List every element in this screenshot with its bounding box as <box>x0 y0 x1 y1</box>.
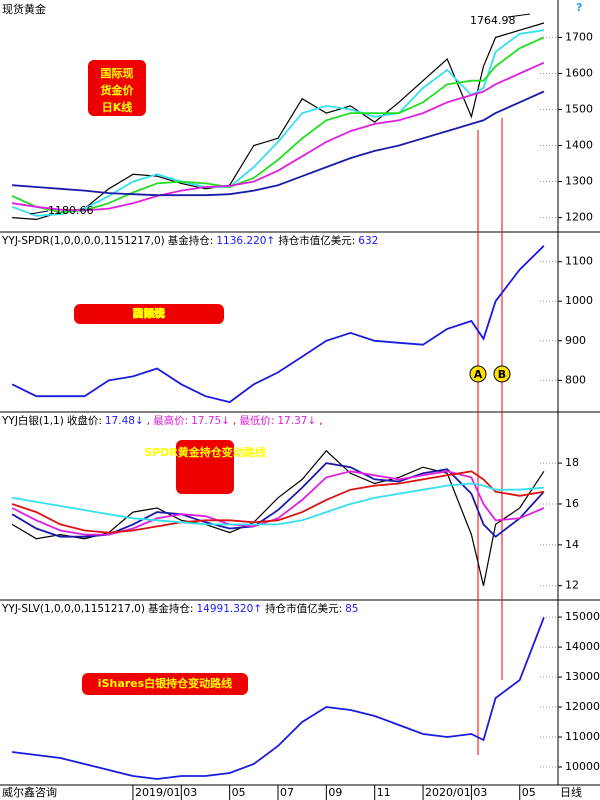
x-tick-label: 03 <box>473 786 487 799</box>
x-tick-label: 05 <box>232 786 246 799</box>
x-right-label: 日线 <box>560 785 582 799</box>
y-tick-label: 14 <box>565 538 579 551</box>
x-tick-label: 11 <box>377 786 391 799</box>
panel-header: YYJ-SPDR(1,0,0,0,0,1151217,0) 基金持仓: 1136.2… <box>1 234 378 247</box>
y-tick-label: 1600 <box>565 66 593 79</box>
series-line <box>11 482 544 526</box>
panel-header: YYJ-SLV(1,0,0,0,1151217,0) 基金持仓: 14991.320… <box>1 602 359 615</box>
chart-title: 现货黄金 <box>2 2 46 16</box>
y-tick-label: 12 <box>565 579 579 592</box>
y-tick-label: 1100 <box>565 255 593 268</box>
x-tick-label: 05 <box>522 786 536 799</box>
y-tick-label: 900 <box>565 334 586 347</box>
header-part: YYJ-SPDR(1,0,0,0,0,1151217,0) <box>1 235 165 247</box>
header-part: 持仓市值亿美元: <box>265 602 342 615</box>
header-part: 85 <box>345 603 358 615</box>
y-tick-label: 1400 <box>565 139 593 152</box>
box-label: 货银价 <box>132 306 167 320</box>
label-box <box>88 60 146 116</box>
header-part: 最高价: <box>153 414 188 427</box>
y-tick-label: 18 <box>565 456 579 469</box>
box-label: 国际现 <box>101 66 134 80</box>
header-part: 17.75↓ <box>191 415 230 427</box>
series-line <box>11 470 545 536</box>
box-label: 货金价 <box>100 83 135 97</box>
label-box <box>176 440 234 494</box>
y-tick-label: 800 <box>565 373 586 386</box>
marker-label: B <box>498 368 506 381</box>
y-tick-label: 1700 <box>565 30 593 43</box>
x-tick-label: 2019/01 <box>135 786 181 799</box>
header-part: 收盘价: <box>67 414 102 427</box>
high-pointer <box>507 13 531 18</box>
box-label: iShares白银持仓变动路线 <box>98 676 232 690</box>
y-tick-label: 16 <box>565 497 579 510</box>
high-label: 1764.98 <box>470 14 516 27</box>
series-line <box>11 617 545 780</box>
header-part: 持仓市值亿美元: <box>278 234 355 247</box>
y-tick-label: 15000 <box>565 610 600 623</box>
series-line <box>11 470 545 534</box>
header-part: 基金持仓: <box>148 602 194 615</box>
header-part: 17.48↓ <box>105 415 144 427</box>
marker-circle <box>493 365 511 383</box>
series-line <box>11 449 545 586</box>
help-icon: ? <box>576 1 582 14</box>
box-label: 国际现 <box>133 306 166 320</box>
label-box <box>82 673 248 695</box>
x-tick-label: 09 <box>328 786 342 799</box>
header-part: 最低价: <box>239 414 274 427</box>
y-tick-label: 1000 <box>565 294 593 307</box>
header-part: 17.37↓ <box>277 415 316 427</box>
header-part: , <box>147 415 150 427</box>
series-line <box>11 36 545 214</box>
x-tick-label: 2020/01 <box>425 786 471 799</box>
header-part: 14991.320↑ <box>196 603 262 615</box>
y-tick-label: 11000 <box>565 730 600 743</box>
header-part: 1136.220↑ <box>216 235 275 247</box>
box-label: 日K线 <box>134 306 165 320</box>
y-tick-label: 1500 <box>565 102 593 115</box>
box-label: 日K线 <box>102 100 133 114</box>
series-line <box>11 245 545 404</box>
series-line <box>11 61 545 212</box>
series-line <box>12 90 545 197</box>
header-part: , <box>319 415 322 427</box>
box-label: SPDR黄金持仓变动路线 <box>144 445 266 459</box>
header-part: 基金持仓: <box>168 234 214 247</box>
y-tick-label: 13000 <box>565 670 600 683</box>
x-left-label: 威尔鑫咨询 <box>2 785 57 799</box>
x-tick-label: 03 <box>183 786 197 799</box>
label-box <box>74 304 224 324</box>
y-tick-label: 1200 <box>565 211 593 224</box>
panel-header: YYJ白银(1,1) 收盘价: 17.48↓, 最高价: 17.75↓, 最低价: 17.3… <box>1 414 323 427</box>
y-tick-label: 1300 <box>565 175 593 188</box>
marker-circle <box>469 365 487 383</box>
low-pointer <box>29 210 49 215</box>
header-part: , <box>233 415 236 427</box>
y-tick-label: 12000 <box>565 700 600 713</box>
header-part: YYJ白银(1,1) <box>1 414 64 427</box>
header-part: YYJ-SLV(1,0,0,0,1151217,0) <box>1 603 145 615</box>
header-part: 632 <box>358 235 378 247</box>
low-label: 1180.66 <box>48 204 94 217</box>
marker-label: A <box>474 368 483 381</box>
y-tick-label: 10000 <box>565 760 600 773</box>
y-tick-label: 14000 <box>565 640 600 653</box>
x-tick-label: 07 <box>280 786 294 799</box>
